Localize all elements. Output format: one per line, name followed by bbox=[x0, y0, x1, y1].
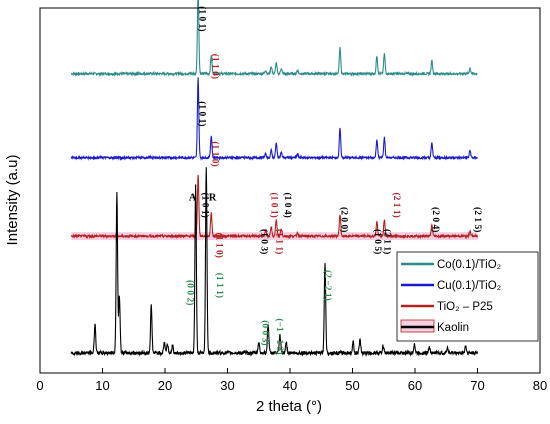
peak-label: (2 1 1) bbox=[381, 229, 392, 254]
legend: Co(0.1)/TiO₂ Cu(0.1)/TiO₂ TiO₂ – P25 Kao… bbox=[396, 251, 539, 342]
legend-label-kaolin: Kaolin bbox=[437, 322, 469, 334]
peak-label: (1 0 1) bbox=[268, 192, 279, 217]
peak-label: (2 1 1) bbox=[391, 192, 402, 217]
peak-label: (1 0 1) bbox=[200, 192, 211, 217]
x-ticks-layer: 0 10 20 30 40 50 60 70 80 bbox=[36, 368, 547, 393]
peak-label: (1 0 4) bbox=[282, 192, 293, 217]
legend-label-co: Co(0.1)/TiO₂ bbox=[437, 259, 501, 271]
series-line-1 bbox=[70, 77, 478, 161]
peak-label: (1 1 1) bbox=[214, 273, 225, 298]
series-line-3 bbox=[70, 167, 479, 357]
legend-item-kaolin: Kaolin bbox=[400, 319, 469, 334]
peak-label: (1 0 1) bbox=[196, 101, 207, 126]
x-tick-label: 10 bbox=[95, 378, 109, 393]
x-tick-label: 70 bbox=[470, 378, 484, 393]
x-tick-label: 80 bbox=[533, 378, 547, 393]
peak-label: (2 1 5) bbox=[472, 207, 483, 232]
peak-label: (1 1 0) bbox=[210, 54, 221, 79]
phase-label: A bbox=[189, 193, 197, 204]
peak-label: (0 0 2) bbox=[185, 280, 196, 305]
series-line-2 bbox=[70, 174, 479, 240]
x-tick-label: 50 bbox=[345, 378, 359, 393]
peak-label: (2 −2 1) bbox=[322, 270, 333, 301]
y-axis-title: Intensity (a.u) bbox=[4, 155, 21, 246]
legend-label-cu: Cu(0.1)/TiO₂ bbox=[437, 280, 501, 292]
peak-label: (1 1 1) bbox=[273, 229, 284, 254]
x-tick-label: 30 bbox=[220, 378, 234, 393]
legend-item-p25: TiO₂ – P25 bbox=[401, 301, 493, 313]
peak-label: (1 1 0) bbox=[210, 141, 221, 166]
series-line-0 bbox=[71, 0, 478, 77]
annotations-layer: (1 0 1) (1 1 0) (1 0 1) (1 1 0) (1 0 1) (1 1 … bbox=[185, 6, 484, 354]
legend-item-cu: Cu(0.1)/TiO₂ bbox=[401, 280, 501, 292]
peak-label: (−1 −1 3) bbox=[274, 318, 285, 354]
legend-label-p25: TiO₂ – P25 bbox=[437, 301, 493, 313]
peak-label: (2 0 4) bbox=[430, 207, 441, 232]
phase-label: R bbox=[209, 193, 217, 204]
x-tick-label: 60 bbox=[408, 378, 422, 393]
peak-label: (1 0 1) bbox=[196, 6, 207, 31]
x-tick-label: 0 bbox=[36, 378, 43, 393]
x-axis-title: 2 theta (°) bbox=[256, 398, 322, 415]
peak-label: (1 0 3) bbox=[258, 229, 269, 254]
x-tick-label: 40 bbox=[283, 378, 297, 393]
legend-item-co: Co(0.1)/TiO₂ bbox=[401, 259, 501, 271]
peak-label: (0 0 3) bbox=[260, 320, 271, 345]
peak-label: (1 1 0) bbox=[213, 233, 224, 258]
peak-label: (1 0 5) bbox=[372, 229, 383, 254]
series-layer bbox=[70, 0, 479, 357]
x-tick-label: 20 bbox=[158, 378, 172, 393]
peak-label: (2 0 0) bbox=[338, 207, 349, 232]
